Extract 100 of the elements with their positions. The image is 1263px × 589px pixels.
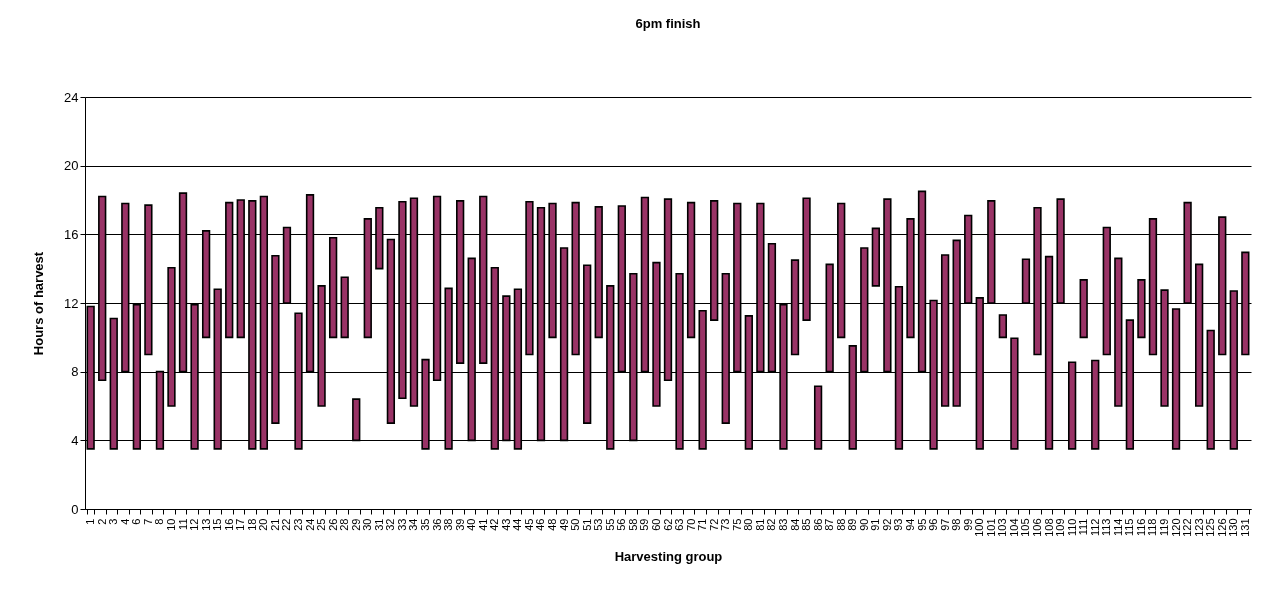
x-tick-label: 2 bbox=[95, 518, 108, 525]
bar bbox=[998, 314, 1008, 339]
x-tick-label: 7 bbox=[141, 518, 154, 525]
x-tick-label: 40 bbox=[465, 518, 478, 531]
x-tick-label: 86 bbox=[811, 518, 824, 531]
x-tick-label: 87 bbox=[823, 518, 836, 531]
x-tick-label: 113 bbox=[1100, 518, 1113, 537]
x-tick-label: 33 bbox=[395, 518, 408, 531]
x-tick-label: 23 bbox=[292, 518, 304, 531]
chart-title: 6pm finish bbox=[635, 16, 701, 31]
x-tick-label: 41 bbox=[476, 518, 489, 531]
x-tick-label: 31 bbox=[372, 518, 385, 531]
x-tick-label: 97 bbox=[938, 518, 951, 531]
x-tick-label: 130 bbox=[1227, 518, 1240, 537]
x-tick-label: 29 bbox=[349, 518, 362, 531]
x-tick-label: 104 bbox=[1007, 518, 1020, 537]
x-tick-label: 108 bbox=[1042, 518, 1055, 537]
x-tick-label: 114 bbox=[1111, 518, 1124, 537]
x-tick-label: 122 bbox=[1181, 518, 1194, 537]
x-tick-label: 62 bbox=[661, 518, 674, 531]
x-tick-label: 10 bbox=[164, 518, 177, 531]
x-tick-label: 15 bbox=[211, 518, 224, 531]
x-tick-label: 95 bbox=[915, 518, 928, 531]
x-tick-label: 105 bbox=[1019, 518, 1032, 537]
x-tick-label: 36 bbox=[430, 518, 443, 531]
x-tick-label: 16 bbox=[222, 518, 235, 531]
x-tick-label: 43 bbox=[499, 518, 512, 531]
x-tick-label: 106 bbox=[1031, 518, 1043, 537]
x-tick-label: 8 bbox=[153, 518, 166, 525]
x-tick-label: 58 bbox=[626, 518, 639, 531]
x-tick-label: 81 bbox=[753, 518, 766, 531]
x-tick-label: 42 bbox=[488, 518, 501, 531]
x-tick-label: 56 bbox=[615, 518, 628, 531]
x-tick-label: 35 bbox=[419, 518, 432, 531]
x-tick-label: 99 bbox=[961, 518, 974, 531]
x-tick-label: 44 bbox=[511, 518, 524, 531]
x-tick-label: 32 bbox=[384, 518, 397, 531]
x-tick-label: 123 bbox=[1192, 518, 1205, 537]
x-tick-label: 75 bbox=[730, 518, 743, 531]
x-tick-label: 18 bbox=[245, 518, 258, 531]
x-tick-label: 92 bbox=[880, 518, 893, 531]
x-tick-label: 49 bbox=[557, 518, 570, 531]
x-tick-label: 59 bbox=[638, 518, 651, 531]
x-tick-label: 109 bbox=[1054, 518, 1067, 537]
x-tick-label: 70 bbox=[684, 518, 697, 531]
x-tick-label: 13 bbox=[199, 518, 212, 531]
y-axis-title: Hours of harvest bbox=[31, 251, 47, 356]
x-tick-label: 89 bbox=[846, 518, 859, 531]
y-tick-label: 16 bbox=[64, 226, 79, 242]
x-tick-label: 112 bbox=[1088, 518, 1101, 537]
x-axis-title: Harvesting group bbox=[614, 548, 723, 564]
x-tick-label: 85 bbox=[800, 518, 813, 531]
x-tick-label: 115 bbox=[1123, 518, 1136, 537]
x-tick-label: 38 bbox=[442, 518, 455, 531]
x-tick-label: 3 bbox=[107, 518, 120, 525]
x-tick-label: 118 bbox=[1146, 518, 1159, 537]
x-tick-label: 50 bbox=[569, 518, 582, 531]
x-tick-label: 101 bbox=[984, 518, 997, 537]
x-tick-label: 80 bbox=[742, 518, 755, 531]
x-tick-label: 84 bbox=[788, 518, 801, 531]
x-tick-label: 126 bbox=[1215, 518, 1228, 537]
x-tick-label: 82 bbox=[765, 518, 778, 531]
x-tick-label: 98 bbox=[950, 518, 963, 531]
x-tick-label: 53 bbox=[592, 518, 605, 531]
x-tick-label: 96 bbox=[927, 518, 940, 531]
x-tick-label: 119 bbox=[1158, 518, 1171, 537]
x-tick-label: 93 bbox=[892, 518, 905, 531]
x-tick-label: 12 bbox=[188, 518, 201, 531]
y-tick-label: 8 bbox=[71, 364, 79, 380]
x-tick-label: 131 bbox=[1238, 518, 1251, 537]
x-tick-label: 72 bbox=[707, 518, 720, 531]
x-tick-label: 48 bbox=[546, 518, 559, 531]
x-tick-label: 17 bbox=[234, 518, 247, 531]
x-tick-label: 20 bbox=[257, 518, 270, 531]
x-tick-label: 28 bbox=[338, 518, 351, 531]
x-tick-label: 110 bbox=[1065, 518, 1078, 537]
x-tick-label: 71 bbox=[696, 518, 709, 531]
x-tick-label: 21 bbox=[268, 518, 281, 531]
x-tick-label: 63 bbox=[673, 518, 686, 531]
x-tick-label: 83 bbox=[776, 518, 789, 531]
x-tick-label: 125 bbox=[1204, 518, 1217, 537]
x-tick-label: 73 bbox=[719, 518, 732, 531]
x-tick-label: 6 bbox=[130, 518, 143, 525]
x-tick-label: 90 bbox=[857, 518, 870, 531]
x-tick-label: 55 bbox=[603, 518, 616, 531]
x-tick-label: 1 bbox=[84, 518, 97, 525]
x-tick-label: 46 bbox=[534, 518, 547, 531]
y-tick-label: 20 bbox=[64, 158, 79, 174]
x-tick-label: 60 bbox=[649, 518, 662, 531]
x-tick-label: 25 bbox=[315, 518, 328, 531]
y-tick-label: 4 bbox=[71, 432, 79, 448]
x-tick-label: 88 bbox=[834, 518, 847, 531]
x-tick-label: 94 bbox=[903, 518, 916, 531]
x-tick-label: 100 bbox=[973, 518, 986, 537]
x-tick-label: 34 bbox=[407, 518, 420, 531]
x-tick-label: 26 bbox=[326, 518, 339, 531]
y-tick-label: 0 bbox=[71, 501, 79, 517]
x-tick-label: 120 bbox=[1169, 518, 1182, 537]
x-tick-label: 11 bbox=[176, 518, 189, 530]
x-tick-label: 24 bbox=[303, 518, 316, 531]
